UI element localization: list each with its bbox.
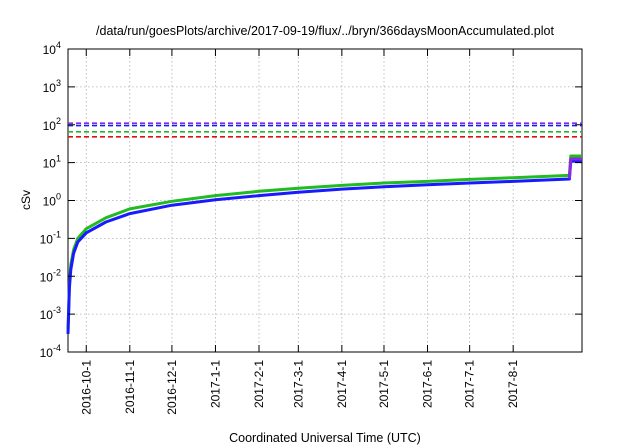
y-tick-label: 104 xyxy=(43,40,61,57)
grid-lines xyxy=(68,49,582,352)
chart-title: /data/run/goesPlots/archive/2017-09-19/f… xyxy=(96,24,554,38)
x-tick-label: 2017-1-1 xyxy=(208,360,222,408)
series-line xyxy=(567,157,582,179)
x-axis-label: Coordinated Universal Time (UTC) xyxy=(229,431,421,445)
threshold-lines xyxy=(68,122,582,138)
y-tick-label: 103 xyxy=(43,78,61,95)
x-tick-label: 2016-12-1 xyxy=(165,360,179,415)
x-tick-label: 2016-10-1 xyxy=(79,360,93,415)
y-axis-ticks: 10-4 10-3 10-2 10-1 100 101 102 103 104 xyxy=(40,40,582,360)
y-axis-label: cSv xyxy=(19,190,33,210)
y-tick-label: 100 xyxy=(43,192,61,209)
y-tick-label: 102 xyxy=(43,116,61,133)
y-tick-label: 10-1 xyxy=(40,229,61,246)
x-tick-label: 2017-6-1 xyxy=(421,360,435,408)
series-lines xyxy=(66,154,582,334)
x-tick-label: 2017-3-1 xyxy=(291,360,305,408)
x-axis-ticks: 2016-10-1 2016-11-1 2016-12-1 2017-1-1 2017-… xyxy=(79,49,520,415)
y-tick-label: 10-4 xyxy=(40,343,61,360)
y-tick-label: 101 xyxy=(43,154,61,171)
x-tick-label: 2017-8-1 xyxy=(506,360,520,408)
x-tick-label: 2017-5-1 xyxy=(377,360,391,408)
series-line xyxy=(66,159,582,334)
y-tick-label: 10-2 xyxy=(40,267,61,284)
x-tick-label: 2017-2-1 xyxy=(252,360,266,408)
x-tick-label: 2016-11-1 xyxy=(123,360,137,414)
x-tick-label: 2017-4-1 xyxy=(335,360,349,408)
y-tick-label: 10-3 xyxy=(40,305,61,322)
x-tick-label: 2017-7-1 xyxy=(463,360,477,408)
